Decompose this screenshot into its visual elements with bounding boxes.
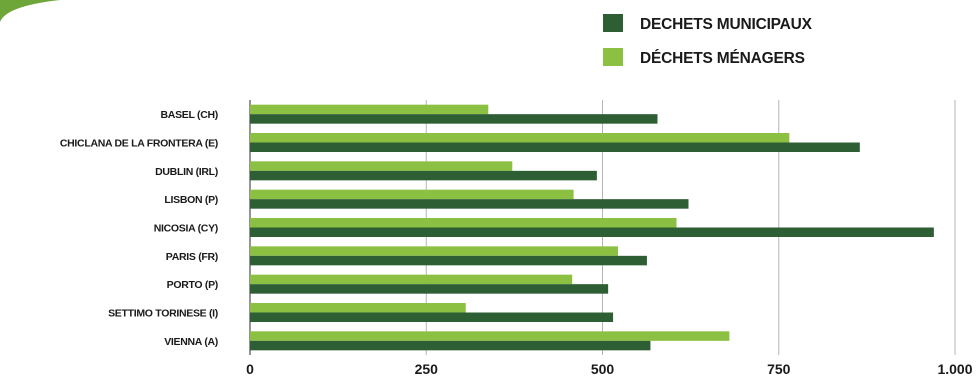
corner-decoration <box>0 0 60 22</box>
bar-municipaux <box>250 199 689 209</box>
chart-legend: DECHETS MUNICIPAUX DÉCHETS MÉNAGERS <box>603 14 813 67</box>
bar-menagers <box>250 161 513 171</box>
bar-municipaux <box>250 227 934 237</box>
bar-municipaux <box>250 284 609 294</box>
legend-label: DÉCHETS MÉNAGERS <box>640 50 805 67</box>
x-tick-label: 500 <box>591 361 615 377</box>
bar-menagers <box>250 133 790 143</box>
bar-municipaux <box>250 170 597 181</box>
x-tick-label: 250 <box>415 361 439 377</box>
category-label: SETTIMO TORINESE (I) <box>108 308 218 320</box>
x-axis-tick-labels: 0 250 500 750 1.000 <box>246 361 973 377</box>
y-axis-labels: BASEL (CH) CHICLANA DE LA FRONTERA (E) DUB… <box>60 109 218 348</box>
bar-menagers <box>250 274 573 285</box>
bar-municipaux <box>250 114 658 124</box>
category-label: BASEL (CH) <box>161 109 218 121</box>
bar-menagers <box>250 331 730 341</box>
category-label: PORTO (P) <box>167 279 218 291</box>
bar-municipaux <box>250 340 651 351</box>
legend-swatch <box>603 48 623 66</box>
legend-label: DECHETS MUNICIPAUX <box>640 16 813 33</box>
category-label: PARIS (FR) <box>166 251 218 263</box>
x-tick-label: 0 <box>246 361 254 377</box>
category-label: LISBON (P) <box>164 194 218 206</box>
bar-menagers <box>250 218 677 228</box>
category-label: VIENNA (A) <box>164 336 218 348</box>
bar-menagers <box>250 104 489 115</box>
category-label: DUBLIN (IRL) <box>155 166 218 178</box>
chart-bars <box>250 104 934 351</box>
bar-menagers <box>250 189 574 200</box>
x-tick-label: 1.000 <box>937 361 972 377</box>
bar-municipaux <box>250 142 860 152</box>
bar-menagers <box>250 246 619 256</box>
category-label: NICOSIA (CY) <box>154 223 218 235</box>
x-tick-label: 750 <box>767 361 791 377</box>
bar-municipaux <box>250 255 647 266</box>
category-label: CHICLANA DE LA FRONTERA (E) <box>60 138 218 150</box>
legend-swatch <box>603 14 623 32</box>
bar-menagers <box>250 303 466 313</box>
bar-municipaux <box>250 312 614 322</box>
